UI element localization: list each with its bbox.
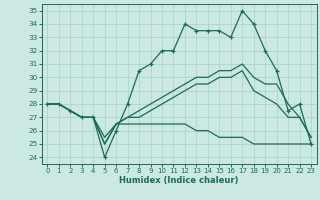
X-axis label: Humidex (Indice chaleur): Humidex (Indice chaleur) (119, 176, 239, 185)
